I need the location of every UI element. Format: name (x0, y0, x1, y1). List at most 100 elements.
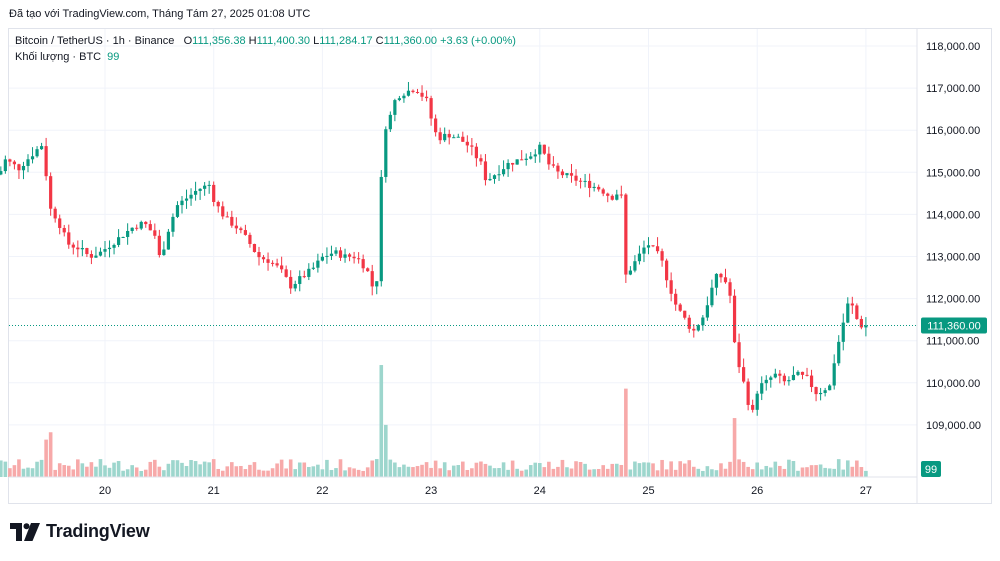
candle-body (26, 159, 30, 166)
y-tick-label: 116,000.00 (926, 125, 980, 137)
volume-bar (415, 466, 420, 477)
candle-body (846, 303, 850, 323)
candle-body (307, 268, 311, 277)
volume-bar (384, 424, 388, 477)
candle-body (529, 156, 533, 159)
candle-body (370, 271, 374, 287)
volume-bar (347, 467, 352, 477)
candle-body (501, 169, 506, 175)
candle-body (850, 303, 854, 306)
volume-bar (148, 461, 153, 477)
volume-bar (768, 467, 773, 477)
volume-bar (551, 468, 556, 477)
candle-body (311, 267, 315, 269)
volume-bar (836, 459, 841, 477)
volume-bar (374, 459, 379, 477)
x-tick-label: 21 (208, 485, 220, 497)
candle-body (420, 92, 424, 97)
candle-body (107, 247, 112, 250)
candle-body (234, 225, 238, 229)
volume-bar (705, 466, 710, 477)
candle-body (429, 98, 433, 119)
candle-body (438, 132, 442, 141)
candle-body (769, 377, 773, 380)
volume-bar (103, 465, 107, 477)
candle-body (855, 305, 859, 319)
volume-bar (98, 459, 103, 477)
candle-body (828, 385, 832, 391)
candle-body (642, 247, 646, 254)
candle-body (121, 236, 125, 238)
candle-body (207, 184, 211, 186)
candle-body (298, 276, 302, 284)
volume-bar (433, 460, 438, 477)
candle-body (728, 282, 732, 296)
candle-body (112, 244, 116, 248)
open-value: 111,356.38 (192, 35, 246, 47)
candle-body (461, 136, 465, 142)
low-label: L (313, 35, 320, 47)
volume-bar (112, 462, 116, 477)
volume-bar (787, 459, 791, 477)
volume-bar (402, 464, 406, 477)
volume-bar (574, 461, 578, 477)
candle-body (837, 341, 841, 364)
candle-body (39, 146, 44, 150)
volume-bar (592, 469, 596, 477)
candle-body (8, 159, 12, 162)
candle-body (338, 250, 343, 258)
volume-bar (275, 463, 279, 477)
candle-body (316, 260, 320, 268)
volume-bar (89, 462, 94, 477)
candle-body (565, 173, 569, 176)
volume-bar (397, 467, 402, 477)
volume-bar (474, 462, 479, 477)
candle-body (402, 95, 406, 99)
volume-bar (755, 462, 759, 477)
symbol-label[interactable]: Bitcoin / TetherUS · 1h · Binance (15, 35, 175, 47)
candle-body (606, 193, 610, 196)
volume-bar (488, 465, 492, 477)
volume-bar (220, 470, 225, 477)
volume-bar (560, 459, 565, 477)
volume-bar (533, 462, 538, 477)
candle-body (12, 161, 17, 165)
volume-bar (673, 469, 678, 477)
volume-bar (307, 466, 311, 477)
candle-body (384, 129, 388, 177)
volume-bar (139, 470, 144, 477)
volume-label[interactable]: Khối lượng · BTC (15, 51, 102, 63)
volume-bar (637, 463, 642, 477)
volume-bar (470, 468, 474, 477)
candle-body (80, 248, 84, 250)
high-value: 111,400.30 (256, 35, 310, 47)
candle-body (198, 188, 202, 191)
volume-bar (628, 469, 633, 477)
volume-bar (248, 464, 252, 477)
candle-body (805, 374, 809, 376)
candle-body (832, 363, 836, 386)
volume-bar (800, 467, 805, 477)
candle-body (746, 381, 750, 405)
volume-bar (44, 439, 48, 477)
candle-body (569, 173, 574, 176)
volume-bar (80, 463, 85, 477)
candle-body (98, 251, 103, 256)
candle-body (175, 205, 180, 217)
candle-body (266, 259, 270, 263)
candle-body (116, 237, 121, 245)
volume-bar (642, 462, 646, 477)
candle-body (687, 317, 691, 329)
volume-bar (556, 466, 560, 477)
candle-body (284, 269, 288, 277)
volume-bar (438, 468, 442, 477)
volume-bar (325, 459, 329, 477)
ohlc-row: Bitcoin / TetherUS · 1h · Binance O111,3… (15, 34, 516, 49)
volume-bar (678, 461, 683, 477)
candle-body (49, 176, 53, 209)
volume-bar (202, 461, 207, 477)
candle-body (193, 190, 198, 195)
candle-body (62, 227, 66, 233)
tradingview-brand[interactable]: TradingView (10, 521, 150, 542)
